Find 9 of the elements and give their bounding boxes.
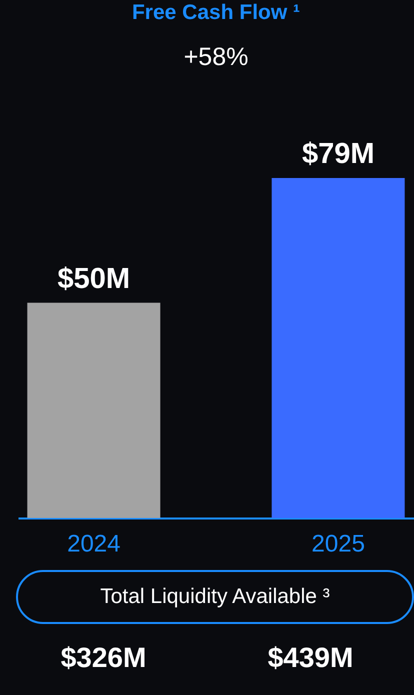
data-label: $50M [58,262,130,295]
text: $326M [60,642,148,674]
x-tick-label: 2025 [312,530,365,558]
text: $439M [266,642,354,674]
text: Total Liquidity Available ³ [16,570,414,624]
chart-subtitle: +58% [184,43,248,71]
chart-title: Free Cash Flow ¹ [132,1,300,24]
data-label: $79M [302,138,374,170]
x-tick-label: 2024 [67,530,120,558]
